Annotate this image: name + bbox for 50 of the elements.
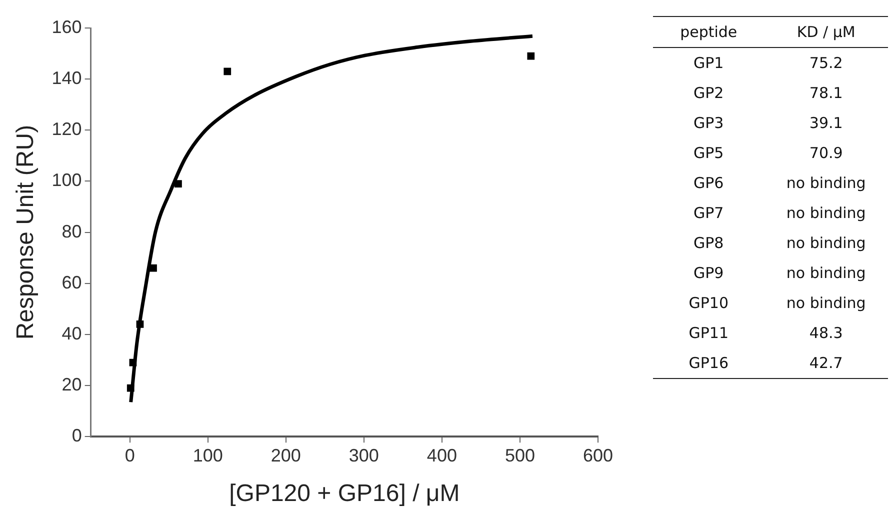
y-tick-label: 0 [72, 426, 82, 446]
text: 70.9 [809, 144, 843, 162]
y-tick-label: 60 [62, 272, 82, 292]
y-tick-label: 120 [52, 119, 82, 140]
text: no binding [786, 264, 866, 282]
y-tick-label: 40 [62, 323, 82, 344]
y-tick-label: 80 [62, 221, 82, 242]
x-tick-label: 500 [504, 445, 535, 466]
text: no binding [786, 204, 866, 222]
point [150, 264, 157, 272]
point [129, 358, 137, 366]
text: 78.1 [809, 84, 843, 102]
y-tick-label: 100 [52, 170, 82, 190]
text: 75.2 [809, 54, 843, 72]
point [527, 52, 535, 60]
point [174, 180, 182, 188]
x-axis-title: [GP120 + GP16] / μM [229, 480, 460, 508]
text: KD / μM [796, 22, 856, 43]
x-tick-label: 0 [124, 445, 135, 466]
x-tick-label: 100 [192, 445, 223, 466]
text: 42.7 [809, 354, 843, 372]
category-label: GP2 [692, 83, 725, 104]
y-tick-label: 20 [62, 374, 82, 394]
point [224, 68, 232, 76]
category-label: GP8 [692, 233, 725, 254]
y-axis-title: Response Unit (RU) [12, 124, 40, 340]
y-tick-label: 140 [52, 68, 82, 88]
x-tick-label: 300 [348, 445, 379, 466]
category-label: GP5 [692, 143, 725, 164]
category-label: GP3 [692, 113, 725, 134]
category-label: GP1 [692, 53, 725, 74]
y-tick-label: 160 [52, 16, 82, 37]
category-label: GP10 [688, 293, 730, 314]
x-tick-label: 200 [270, 445, 301, 466]
x-tick-label: 400 [426, 445, 457, 466]
category-label: GP9 [692, 263, 725, 284]
text: no binding [786, 294, 866, 312]
x-tick-label: 600 [582, 445, 614, 466]
text: no binding [786, 174, 866, 192]
category-label: GP7 [692, 203, 725, 224]
text: 48.3 [809, 324, 843, 342]
text: peptide [679, 22, 738, 43]
category-label: GP6 [692, 173, 725, 194]
line-series [129, 34, 534, 404]
category-label: GP16 [688, 353, 730, 374]
point [126, 384, 134, 392]
category-label: GP11 [688, 323, 730, 344]
text: no binding [786, 234, 866, 252]
text: 39.1 [809, 114, 843, 132]
point [136, 320, 144, 328]
